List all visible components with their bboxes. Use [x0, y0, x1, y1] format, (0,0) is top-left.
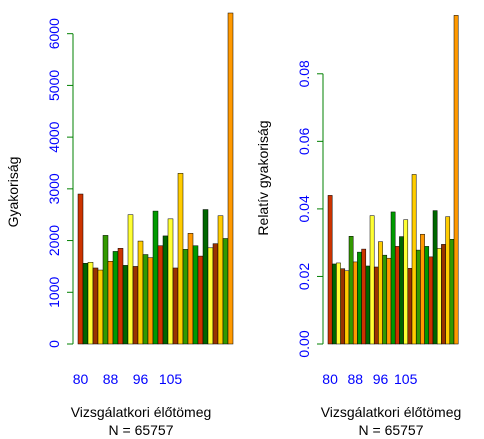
x-tick-label: 96 [133, 371, 149, 387]
bar [117, 248, 124, 345]
bar [327, 195, 333, 345]
bar [365, 265, 371, 345]
bar [336, 262, 341, 345]
left-x-axis-label: Vizsgálatkori élőtömeg [71, 404, 212, 420]
bar [77, 193, 84, 345]
bar [222, 238, 229, 345]
bar [107, 261, 114, 345]
bar [97, 269, 104, 345]
y-tick-label: 0 [46, 340, 62, 348]
x-tick-label: 80 [73, 371, 89, 387]
bar [137, 240, 144, 345]
bar [432, 210, 438, 345]
bar [420, 233, 425, 345]
bar [187, 233, 194, 345]
y-tick-label: 5000 [46, 70, 62, 101]
bar [436, 248, 442, 345]
bar [357, 251, 362, 345]
bar [441, 244, 446, 345]
bar [202, 209, 209, 345]
y-tick-label: 0.08 [296, 60, 312, 87]
bar [157, 245, 164, 345]
bar [122, 265, 129, 345]
bar [373, 266, 379, 345]
left-y-axis-label: Gyakoriság [5, 157, 21, 228]
bar [197, 255, 204, 345]
bar [403, 219, 409, 345]
bar [428, 256, 434, 345]
bar [142, 254, 149, 345]
bar [382, 254, 388, 345]
bar [132, 266, 139, 345]
bar [331, 263, 337, 345]
y-tick-label: 1000 [46, 277, 62, 308]
bar [172, 267, 179, 345]
y-tick-label: 0.04 [296, 195, 312, 222]
bar [162, 235, 169, 345]
bar [212, 243, 219, 345]
left-y-ticks: 0 1000 2000 3000 4000 5000 6000 [46, 18, 73, 348]
bar [87, 262, 94, 345]
bar [415, 249, 421, 345]
bar [147, 257, 154, 345]
right-y-ticks: 0.00 0.02 0.04 0.06 0.08 [296, 60, 323, 358]
bar [227, 12, 234, 345]
x-tick-label: 88 [103, 371, 119, 387]
left-sample-size-note: N = 65757 [109, 422, 174, 438]
right-y-axis-label: Relatív gyakoriság [255, 120, 271, 235]
y-tick-label: 0.00 [296, 330, 312, 357]
bar [192, 245, 199, 345]
x-tick-label: 96 [373, 371, 389, 387]
y-tick-label: 4000 [46, 121, 62, 152]
bar [167, 218, 174, 345]
bar [152, 210, 159, 345]
right-bars [327, 15, 459, 345]
bar [378, 241, 383, 345]
bar [177, 173, 184, 345]
bar [424, 246, 430, 345]
bar [386, 257, 392, 345]
bar [112, 251, 119, 345]
bar [453, 15, 459, 345]
y-tick-label: 0.06 [296, 128, 312, 155]
right-x-ticks: 80 88 96 105 [322, 371, 417, 387]
bar [445, 216, 451, 345]
bar [82, 263, 89, 345]
right-chart-panel: 0.00 0.02 0.04 0.06 0.08 80 88 96 105 Relatív g… [255, 15, 461, 438]
bar [340, 268, 346, 345]
bar [217, 215, 224, 345]
bar [127, 214, 134, 345]
bar [182, 249, 189, 345]
bar [361, 248, 367, 345]
left-chart-panel: 0 1000 2000 3000 4000 5000 6000 80 88 96 105 Gyak… [5, 12, 234, 438]
bar [394, 246, 400, 345]
bar [207, 247, 214, 345]
bar [407, 268, 413, 345]
bar [369, 215, 375, 345]
right-sample-size-note: N = 65757 [359, 422, 424, 438]
y-tick-label: 6000 [46, 18, 62, 49]
bar [352, 261, 358, 345]
bar [411, 174, 417, 345]
bar [348, 236, 354, 345]
y-tick-label: 0.02 [296, 263, 312, 290]
y-tick-label: 2000 [46, 225, 62, 256]
x-tick-label: 80 [322, 371, 338, 387]
right-x-axis-label: Vizsgálatkori élőtömeg [321, 404, 462, 420]
bar [449, 239, 455, 345]
x-tick-label: 105 [159, 371, 183, 387]
bar [399, 236, 404, 345]
x-tick-label: 88 [348, 371, 364, 387]
bar [344, 270, 350, 345]
bar [390, 211, 396, 345]
bar [92, 267, 99, 345]
bar [102, 235, 109, 345]
left-bars [77, 12, 234, 345]
y-tick-label: 3000 [46, 173, 62, 204]
x-tick-label: 105 [394, 371, 418, 387]
left-x-ticks: 80 88 96 105 [73, 371, 183, 387]
